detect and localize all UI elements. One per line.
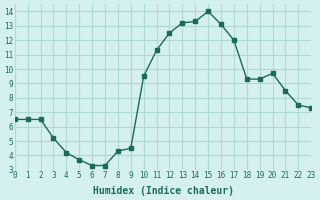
X-axis label: Humidex (Indice chaleur): Humidex (Indice chaleur) [92, 186, 234, 196]
